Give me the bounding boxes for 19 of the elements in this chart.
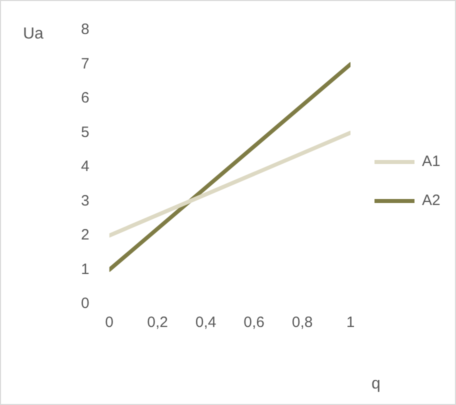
- x-axis-title: q: [372, 375, 380, 392]
- y-tick-label: 8: [81, 21, 90, 38]
- y-tick-label: 6: [81, 90, 90, 107]
- x-tick-label: 0,8: [292, 314, 313, 332]
- y-tick-label: 7: [81, 55, 90, 72]
- y-tick-label: 0: [81, 295, 90, 312]
- x-tick-label: 0,4: [195, 314, 216, 332]
- x-tick-label: 0,6: [244, 314, 264, 332]
- x-tick-label: 0: [105, 314, 114, 332]
- y-tick-label: 1: [81, 260, 90, 278]
- x-tick-label: 0,2: [147, 314, 168, 332]
- legend-label: A1: [422, 153, 440, 170]
- y-tick-label: 3: [81, 192, 90, 210]
- y-tick-label: 4: [81, 158, 90, 176]
- legend-label: A2: [422, 192, 440, 210]
- x-tick-label: 1: [346, 314, 355, 332]
- y-axis-title: Ua: [23, 25, 44, 42]
- y-tick-label: 2: [81, 226, 90, 244]
- y-tick-label: 5: [81, 124, 90, 141]
